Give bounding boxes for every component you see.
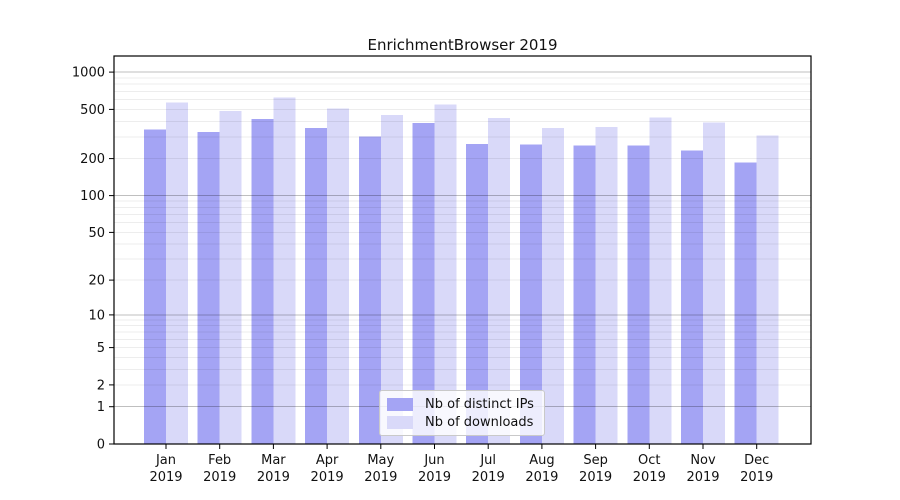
x-tick-label-month: Sep bbox=[583, 453, 608, 468]
legend-item-distinct-ips: Nb of distinct IPs bbox=[387, 395, 536, 413]
bar-nb-of-downloads-nov-2019 bbox=[703, 122, 725, 444]
x-tick-label-year: 2019 bbox=[633, 470, 666, 485]
legend-item-downloads: Nb of downloads bbox=[387, 413, 536, 431]
bar-nb-of-distinct-ips-jul-2019 bbox=[466, 144, 489, 444]
bar-nb-of-downloads-jul-2019 bbox=[488, 118, 511, 444]
chart-title: EnrichmentBrowser 2019 bbox=[367, 36, 558, 54]
bar-nb-of-downloads-apr-2019 bbox=[327, 108, 350, 445]
bar-nb-of-downloads-oct-2019 bbox=[649, 117, 672, 444]
x-tick-label-month: Dec bbox=[744, 453, 769, 468]
x-tick-label-month: Nov bbox=[690, 453, 716, 468]
x-tick-label-month: Feb bbox=[208, 453, 231, 468]
x-tick-label-year: 2019 bbox=[257, 470, 290, 485]
x-tick-label-year: 2019 bbox=[686, 470, 719, 485]
y-tick-label: 5 bbox=[97, 341, 105, 356]
legend-label-downloads: Nb of downloads bbox=[425, 414, 534, 430]
x-tick-label-month: May bbox=[367, 453, 394, 468]
legend-label-distinct-ips: Nb of distinct IPs bbox=[425, 396, 534, 412]
y-tick-label: 200 bbox=[80, 152, 105, 167]
bar-nb-of-distinct-ips-sep-2019 bbox=[573, 145, 596, 444]
y-tick-label: 10 bbox=[88, 308, 105, 323]
downloads-swatch bbox=[387, 415, 413, 429]
x-tick-label-month: Apr bbox=[316, 453, 339, 468]
bar-nb-of-distinct-ips-jun-2019 bbox=[412, 123, 435, 444]
bar-nb-of-distinct-ips-nov-2019 bbox=[681, 150, 703, 444]
bar-nb-of-downloads-jun-2019 bbox=[434, 104, 457, 445]
bar-nb-of-distinct-ips-jan-2019 bbox=[144, 129, 166, 445]
x-tick-label-month: Jun bbox=[423, 453, 444, 468]
x-tick-label-month: Jul bbox=[479, 453, 496, 468]
x-tick-label-year: 2019 bbox=[364, 470, 397, 485]
bar-nb-of-distinct-ips-dec-2019 bbox=[734, 162, 757, 444]
x-tick-label-year: 2019 bbox=[203, 470, 236, 485]
bar-nb-of-distinct-ips-feb-2019 bbox=[197, 132, 220, 444]
y-tick-label: 2 bbox=[97, 378, 105, 393]
x-tick-label-year: 2019 bbox=[418, 470, 451, 485]
y-tick-label: 0 bbox=[97, 438, 105, 453]
distinct-ips-swatch bbox=[387, 397, 413, 411]
x-tick-label-year: 2019 bbox=[311, 470, 344, 485]
y-tick-label: 50 bbox=[88, 226, 105, 241]
legend: Nb of distinct IPs Nb of downloads bbox=[379, 390, 545, 436]
bar-nb-of-downloads-mar-2019 bbox=[273, 97, 296, 444]
x-tick-label-year: 2019 bbox=[525, 470, 558, 485]
y-tick-label: 1 bbox=[97, 400, 105, 415]
bar-nb-of-downloads-may-2019 bbox=[380, 114, 403, 445]
plot-border bbox=[113, 55, 812, 445]
y-tick-label: 20 bbox=[88, 274, 105, 289]
bar-nb-of-distinct-ips-aug-2019 bbox=[519, 144, 542, 444]
y-tick-label: 100 bbox=[80, 189, 105, 204]
x-tick-label-month: Mar bbox=[261, 453, 286, 468]
x-tick-label-month: Jan bbox=[155, 453, 176, 468]
bar-nb-of-downloads-dec-2019 bbox=[756, 135, 779, 444]
x-tick-label-month: Oct bbox=[638, 453, 660, 468]
x-tick-label-year: 2019 bbox=[579, 470, 612, 485]
bar-nb-of-downloads-aug-2019 bbox=[541, 128, 564, 444]
y-tick-label: 1000 bbox=[72, 66, 105, 81]
x-tick-label-year: 2019 bbox=[149, 470, 182, 485]
bar-nb-of-downloads-feb-2019 bbox=[219, 110, 242, 445]
bar-nb-of-downloads-jan-2019 bbox=[166, 102, 188, 444]
x-tick-label-year: 2019 bbox=[472, 470, 505, 485]
x-tick-label-month: Aug bbox=[529, 453, 554, 468]
bar-nb-of-distinct-ips-apr-2019 bbox=[305, 127, 328, 445]
bar-nb-of-distinct-ips-oct-2019 bbox=[627, 145, 650, 444]
y-tick-label: 500 bbox=[80, 103, 105, 118]
bar-nb-of-downloads-sep-2019 bbox=[595, 127, 618, 444]
bar-nb-of-distinct-ips-may-2019 bbox=[358, 136, 381, 444]
bar-nb-of-distinct-ips-mar-2019 bbox=[251, 119, 274, 444]
x-tick-label-year: 2019 bbox=[740, 470, 773, 485]
